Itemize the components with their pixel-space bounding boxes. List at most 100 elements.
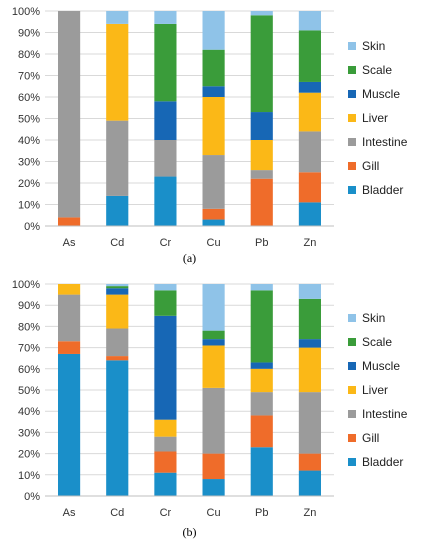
bar-segment-liver-cu — [202, 97, 225, 156]
y-tick-label: 30% — [18, 427, 40, 439]
legend-swatch — [348, 162, 356, 170]
bar-segment-bladder-cu — [202, 479, 225, 496]
y-tick-label: 20% — [18, 178, 40, 190]
bar-segment-intestine-pb — [250, 392, 273, 416]
bar-segment-intestine-as — [58, 294, 81, 342]
bar-segment-scale-cr — [154, 23, 177, 102]
legend-item: Gill — [348, 431, 379, 445]
bar-segment-bladder-cd — [106, 360, 129, 496]
bar-segment-bladder-zn — [298, 470, 321, 496]
bar-segment-muscle-cr — [154, 315, 177, 420]
bar-segment-intestine-cu — [202, 387, 225, 454]
legend-swatch — [348, 66, 356, 74]
y-tick-label: 50% — [18, 114, 40, 126]
legend-item: Skin — [348, 39, 385, 53]
legend-label: Liver — [362, 383, 388, 397]
legend-item: Skin — [348, 311, 385, 325]
bar-segment-scale-cr — [154, 290, 177, 316]
legend-label: Scale — [362, 63, 392, 77]
chart-panel-b: 0% 10% 20% 30% 40% 50% 60% 70% 80% 90% 100% As Cd Cr C… — [12, 279, 408, 539]
bar-segment-gill-cu — [202, 208, 225, 220]
x-tick-label: Cd — [110, 507, 124, 519]
x-tick-label: Cr — [160, 237, 172, 249]
bar-segment-scale-cu — [202, 330, 225, 340]
legend-swatch — [348, 114, 356, 122]
bar-segment-scale-cd — [106, 286, 129, 289]
bar-segment-skin-cr — [154, 284, 177, 291]
legend-swatch — [348, 338, 356, 346]
bar-segment-gill-cu — [202, 453, 225, 480]
bar-segment-intestine-cu — [202, 155, 225, 209]
legend-swatch — [348, 458, 356, 466]
x-tick-label: Cr — [160, 507, 172, 519]
bar-segment-scale-pb — [250, 290, 273, 363]
bar-segment-muscle-zn — [298, 339, 321, 348]
legend-item: Intestine — [348, 407, 408, 421]
bar-segment-scale-zn — [298, 298, 321, 340]
legend-label: Gill — [362, 159, 379, 173]
bar-segment-muscle-cd — [106, 288, 129, 295]
legend-item: Liver — [348, 383, 388, 397]
x-tick-label: Zn — [303, 237, 316, 249]
y-tick-label: 10% — [18, 200, 40, 212]
y-tick-label: 40% — [18, 135, 40, 147]
y-tick-label: 50% — [18, 385, 40, 397]
bar-segment-liver-pb — [250, 140, 273, 171]
bar-segment-bladder-cu — [202, 219, 225, 226]
y-tick-label: 10% — [18, 470, 40, 482]
bar-segment-gill-pb — [250, 178, 273, 226]
y-tick-label: 20% — [18, 449, 40, 461]
bar-segment-bladder-as — [58, 353, 81, 496]
bar-segment-bladder-cr — [154, 176, 177, 226]
y-tick-label: 60% — [18, 364, 40, 376]
bar-segment-skin-cd — [106, 11, 129, 24]
bar-segment-muscle-cr — [154, 101, 177, 140]
bar-segment-skin-zn — [298, 284, 321, 299]
bar-segment-muscle-pb — [250, 112, 273, 140]
chart-panel-a: 0% 10% 20% 30% 40% 50% 60% 70% 80% 90% 100% As Cd Cr C… — [12, 6, 408, 265]
legend-label: Muscle — [362, 87, 400, 101]
legend-swatch — [348, 362, 356, 370]
legend-label: Muscle — [362, 359, 400, 373]
legend-item: Muscle — [348, 87, 400, 101]
legend-swatch — [348, 138, 356, 146]
legend-swatch — [348, 90, 356, 98]
bar-segment-scale-cu — [202, 49, 225, 87]
y-tick-label: 0% — [24, 491, 40, 503]
bar-segment-liver-zn — [298, 92, 321, 132]
bar-segment-intestine-pb — [250, 170, 273, 179]
legend-swatch — [348, 186, 356, 194]
y-tick-label: 40% — [18, 406, 40, 418]
bar-segment-scale-pb — [250, 15, 273, 113]
legend-swatch — [348, 386, 356, 394]
bar-segment-intestine-cr — [154, 436, 177, 452]
bar-segment-intestine-cd — [106, 120, 129, 196]
bar-segment-skin-pb — [250, 284, 273, 291]
bar-segment-bladder-cr — [154, 472, 177, 496]
bar-segment-gill-as — [58, 217, 81, 226]
legend-label: Bladder — [362, 455, 403, 469]
x-tick-label: Zn — [303, 507, 316, 519]
bar-segment-liver-cr — [154, 419, 177, 437]
bar-segment-gill-pb — [250, 415, 273, 448]
legend-label: Intestine — [362, 407, 408, 421]
panel-label: (a) — [183, 251, 196, 265]
bar-segment-skin-cr — [154, 11, 177, 24]
bar-segment-bladder-pb — [250, 447, 273, 496]
legend-item: Liver — [348, 111, 388, 125]
x-tick-label: As — [63, 237, 76, 249]
x-tick-label: Cu — [207, 237, 221, 249]
bar-segment-muscle-pb — [250, 362, 273, 369]
y-tick-label: 90% — [18, 28, 40, 40]
bar-segment-gill-cd — [106, 356, 129, 361]
legend-label: Scale — [362, 335, 392, 349]
bar-segment-skin-pb — [250, 11, 273, 16]
bar-segment-liver-as — [58, 284, 81, 295]
bar-segment-scale-zn — [298, 30, 321, 82]
bar-segment-intestine-cr — [154, 140, 177, 177]
bar-segment-skin-cu — [202, 284, 225, 331]
y-tick-label: 100% — [12, 279, 40, 291]
bar-segment-muscle-cu — [202, 86, 225, 97]
legend-swatch — [348, 434, 356, 442]
bar-segment-bladder-cd — [106, 195, 129, 226]
